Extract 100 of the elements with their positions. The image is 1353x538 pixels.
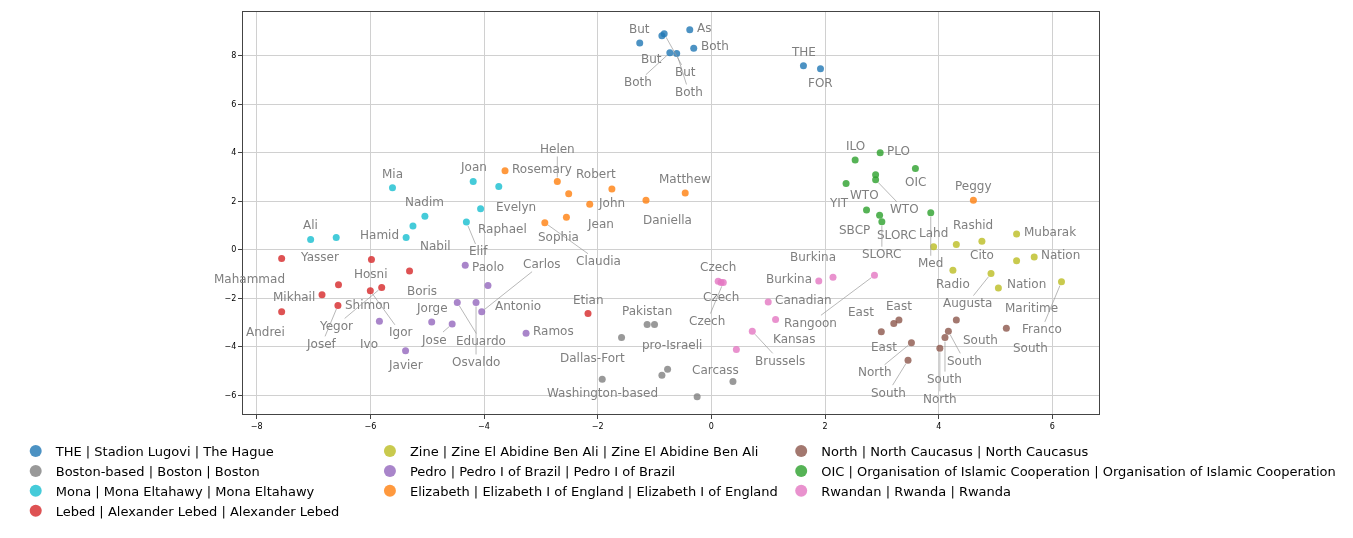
annotation: Both (701, 39, 729, 53)
x-tick-label: −8 (250, 421, 263, 431)
legend-label: Zine | Zine El Abidine Ben Ali | Zine El Abidine Ben Ali (409, 444, 759, 460)
annotation: Burkina (790, 250, 837, 264)
y-tick-label: 0 (231, 245, 237, 255)
annotation: South (963, 333, 998, 347)
annotation: Eduardo (456, 334, 506, 348)
annotation: Raphael (478, 222, 527, 236)
y-tick-label: 2 (231, 196, 237, 206)
annotation: Rosemary (512, 162, 572, 176)
y-tick-label: 8 (231, 51, 237, 61)
annotation: But (675, 65, 696, 79)
annotation: Hamid (360, 228, 400, 242)
annotation: John (598, 196, 626, 210)
legend-label: Mona | Mona Eltahawy | Mona Eltahawy (55, 483, 315, 499)
annotation: Burkina (766, 272, 813, 286)
annotation: Yegor (319, 319, 354, 333)
annotation: Nation (1041, 248, 1081, 262)
annotation: Carlos (523, 257, 561, 271)
annotation: Igor (389, 325, 413, 339)
annotation: Ali (303, 218, 318, 232)
annotation: South (927, 372, 962, 386)
legend-label: THE | Stadion Lugovi | The Hague (54, 444, 274, 460)
legend-label: Rwandan | Rwanda | Rwanda (821, 483, 1011, 499)
annotation: THE (791, 45, 816, 59)
annotation: SLORC (877, 228, 917, 242)
annotation: WTO (890, 202, 919, 216)
annotation: Matthew (659, 172, 712, 186)
annotation: Dallas-Fort (560, 351, 625, 365)
annotation: East (871, 340, 898, 354)
annotation: Czech (689, 314, 726, 328)
annotation: South (947, 354, 982, 368)
annotation: Ivo (360, 337, 378, 351)
annotation: Washington-based (547, 386, 659, 400)
annotation: Elif (469, 244, 489, 258)
annotation: South (1013, 341, 1048, 355)
annotation: Andrei (246, 325, 285, 339)
annotation: Paolo (472, 260, 505, 274)
annotation: South (871, 386, 906, 400)
annotation: Boris (407, 284, 438, 298)
annotation: But (629, 22, 650, 36)
annotation: Both (624, 75, 652, 89)
annotation: OIC (905, 175, 927, 189)
y-tick-label: −6 (224, 390, 237, 400)
annotation: Brussels (755, 354, 806, 368)
x-tick-label: −6 (364, 421, 377, 431)
annotation: As (697, 21, 712, 35)
annotation: Czech (700, 260, 737, 274)
annotation: Pakistan (622, 304, 673, 318)
annotation: Canadian (775, 293, 832, 307)
annotation: Yasser (300, 250, 339, 264)
annotation: Evelyn (496, 200, 537, 214)
annotation: FOR (808, 76, 833, 90)
annotation: Robert (576, 167, 617, 181)
annotation: Czech (703, 290, 740, 304)
y-tick-label: −2 (224, 293, 237, 303)
legend-label: Elizabeth | Elizabeth I of England | Elizabeth I of England (409, 483, 778, 499)
legend-label: OIC | Organisation of Islamic Cooperation | Organisation of Islamic Cooperation (821, 464, 1336, 480)
annotation: Javier (388, 358, 423, 372)
annotation: Hosni (354, 267, 388, 281)
annotation: Nabil (420, 239, 451, 253)
annotation: WTO (850, 188, 879, 202)
annotation: Ramos (533, 324, 574, 338)
annotation: Lahd (919, 226, 949, 240)
annotation: pro-Israeli (642, 338, 703, 352)
annotation: Jose (421, 333, 447, 347)
x-tick-label: 0 (708, 421, 714, 431)
annotation: Sophia (538, 230, 579, 244)
annotation: Rashid (953, 218, 994, 232)
annotation: Mubarak (1024, 225, 1077, 239)
legend-label: Boston-based | Boston | Boston (55, 464, 260, 480)
annotation: PLO (887, 144, 910, 158)
annotation: Daniella (643, 213, 692, 227)
annotation: Mikhail (273, 290, 316, 304)
annotation: Franco (1022, 322, 1062, 336)
annotation: YIT (829, 196, 849, 210)
annotation: Cito (970, 248, 994, 262)
annotation: ILO (846, 139, 866, 153)
annotation: Kansas (773, 332, 816, 346)
x-tick-label: −4 (478, 421, 490, 431)
annotation: Rangoon (784, 316, 837, 330)
x-tick-label: 4 (936, 421, 942, 431)
annotation: Nation (1007, 277, 1047, 291)
x-tick-label: 2 (822, 421, 828, 431)
annotation: Etian (573, 293, 604, 307)
annotation: Antonio (495, 299, 542, 313)
annotation: East (886, 299, 913, 313)
annotation: Jean (587, 217, 614, 231)
annotation: SBCP (839, 223, 871, 237)
y-tick-label: 4 (231, 148, 237, 158)
annotation: North (858, 365, 892, 379)
annotation: Claudia (576, 254, 621, 268)
annotation: Josef (306, 337, 337, 351)
annotation: Joan (460, 160, 487, 174)
annotation: SLORC (862, 247, 902, 261)
annotation: Jorge (416, 301, 448, 315)
annotation: North (923, 392, 957, 406)
x-tick-label: −2 (591, 421, 604, 431)
annotation: But (641, 52, 662, 66)
annotation: Mia (382, 167, 404, 181)
